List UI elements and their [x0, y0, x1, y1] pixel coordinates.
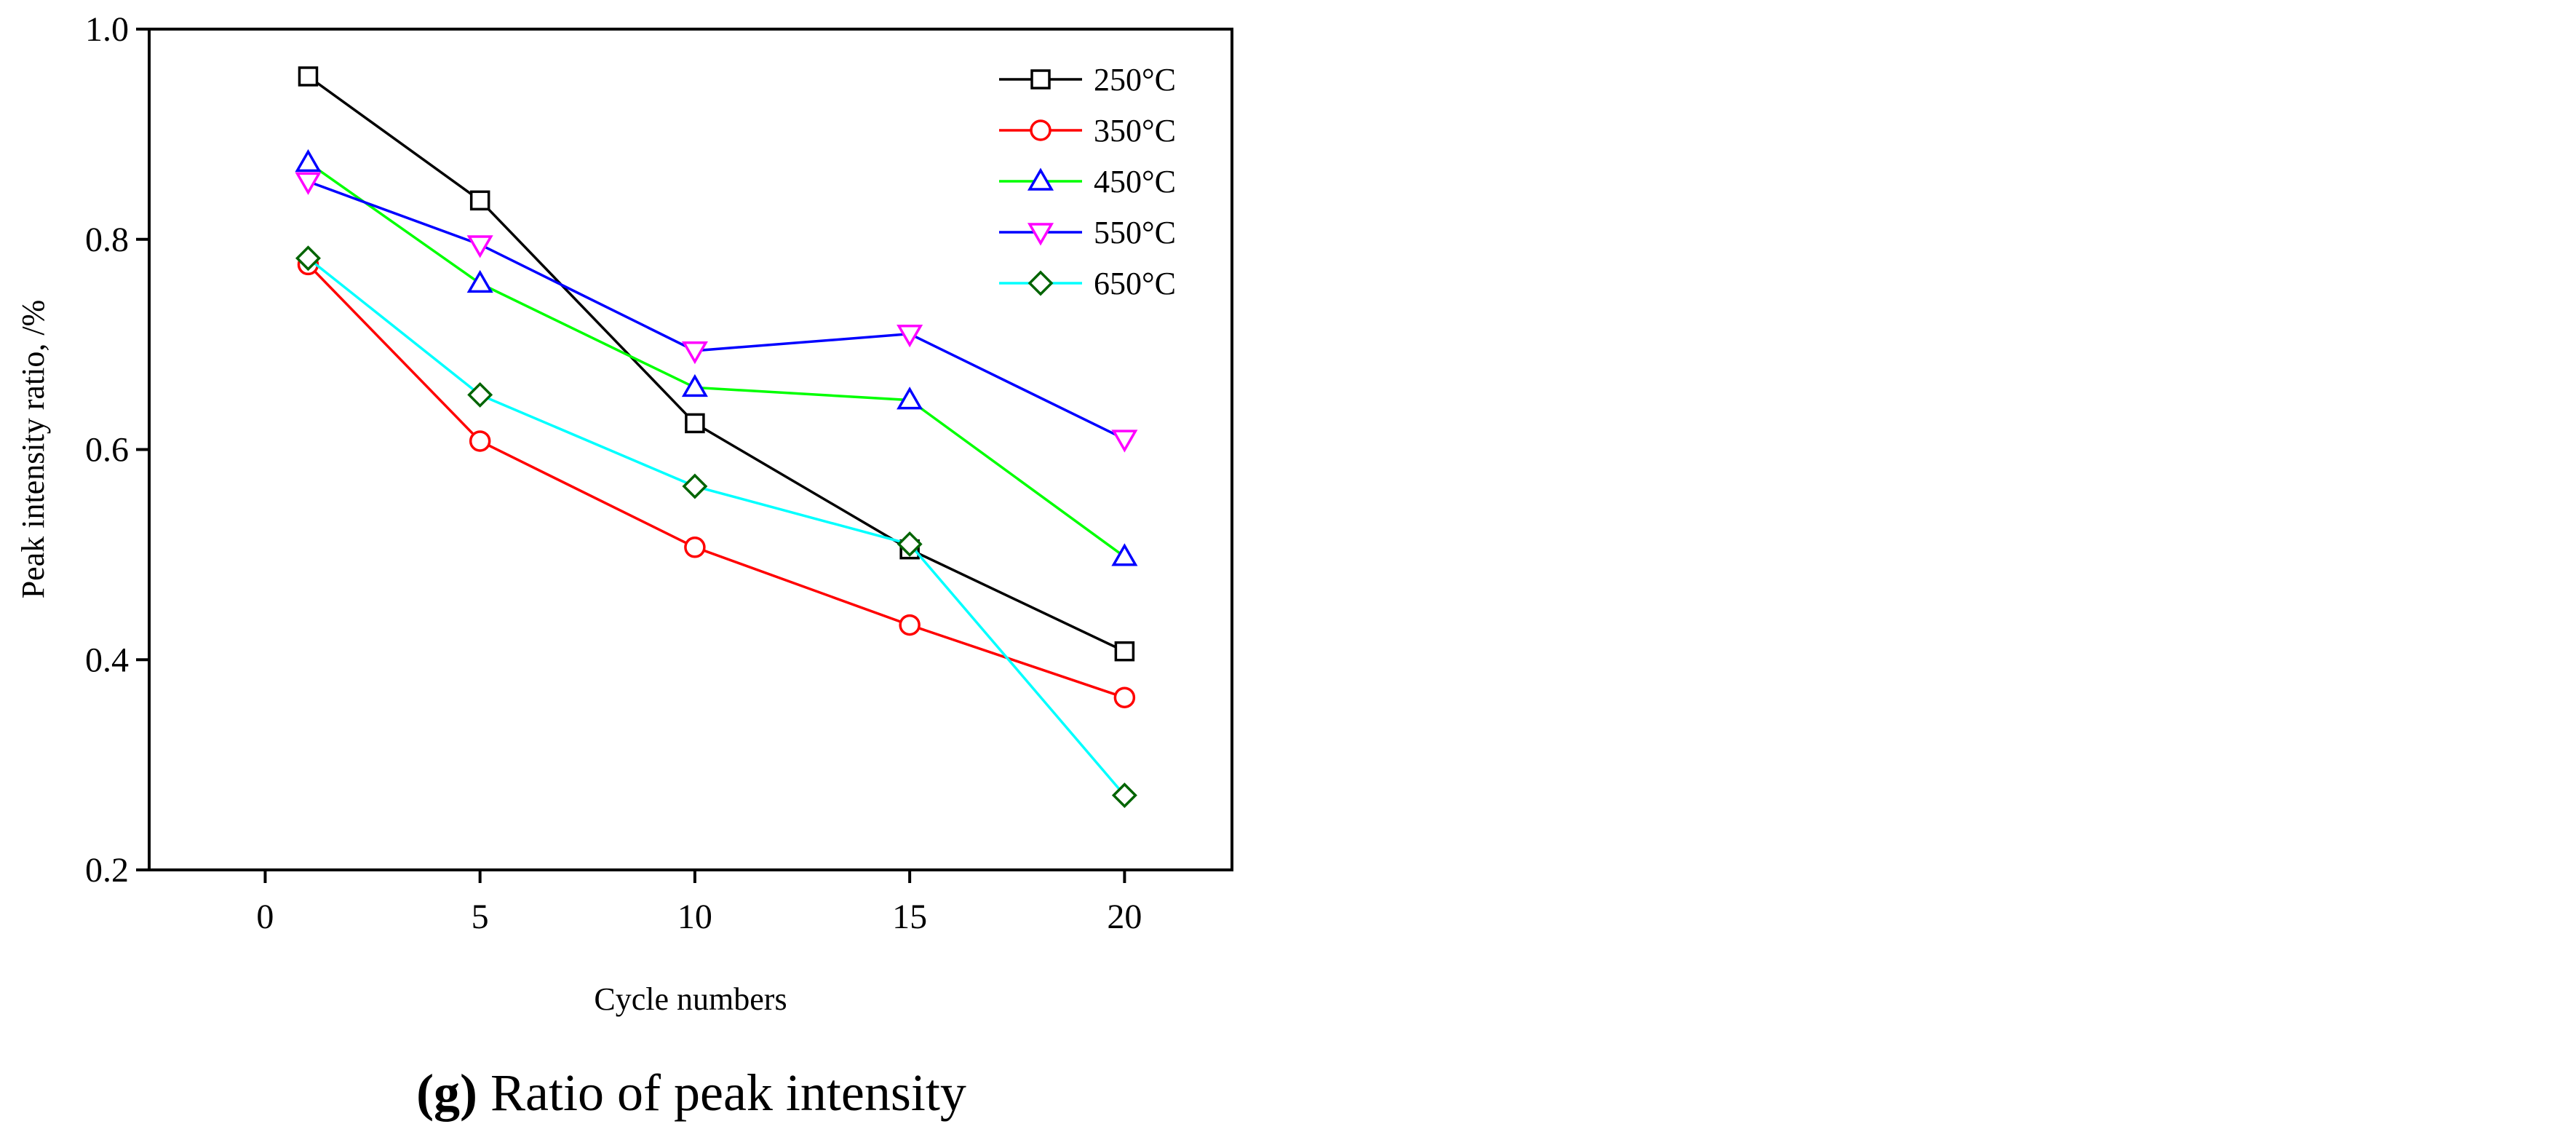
data-point	[295, 245, 321, 272]
axis-ticks: 0 5 10 15 20 0.2 0.4 0.6 0.8 1.0	[85, 10, 1142, 936]
series-550°C	[295, 172, 1138, 453]
legend-marker	[1030, 69, 1051, 90]
x-tick-label: 5	[472, 898, 489, 936]
series-250°C	[298, 66, 1135, 662]
data-point	[897, 531, 923, 557]
data-point	[469, 430, 491, 452]
legend-label: 550°C	[1094, 215, 1176, 250]
data-point	[1111, 429, 1138, 453]
data-point	[897, 324, 923, 348]
legend-label: 450°C	[1094, 164, 1176, 199]
legend-item: 250°C	[999, 62, 1176, 98]
data-point	[682, 473, 708, 499]
series-line	[307, 264, 1125, 699]
legend-marker	[1027, 270, 1054, 296]
legend-item: 450°C	[999, 164, 1176, 199]
series-line	[307, 75, 1126, 653]
y-tick-label: 0.8	[85, 221, 129, 259]
series-line	[307, 257, 1126, 796]
series-450°C	[295, 149, 1138, 566]
legend-item: 350°C	[999, 113, 1176, 149]
data-point	[681, 341, 708, 365]
series-650°C	[295, 245, 1137, 808]
legend-label: 350°C	[1094, 113, 1176, 149]
caption-label: (g)	[416, 1064, 478, 1122]
legend-label: 250°C	[1094, 62, 1176, 98]
data-point	[298, 66, 319, 87]
legend-marker	[1027, 167, 1054, 191]
data-point	[684, 537, 706, 558]
series-line	[307, 161, 1126, 558]
data-point	[1113, 686, 1136, 708]
legend-item: 650°C	[999, 266, 1176, 301]
data-point	[899, 614, 921, 636]
legend-label: 650°C	[1094, 266, 1176, 301]
data-point	[467, 381, 493, 408]
y-axis-title: Peak intensity ratio, /%	[15, 300, 51, 599]
series-layer	[295, 66, 1138, 808]
figure-caption: (g) Ratio of peak intensity	[0, 1063, 1383, 1123]
caption-text: Ratio of peak intensity	[477, 1064, 966, 1122]
data-point	[897, 387, 923, 410]
y-tick-label: 0.4	[85, 641, 129, 679]
series-line	[307, 180, 1126, 440]
data-point	[469, 190, 490, 211]
y-tick-label: 0.2	[85, 851, 129, 890]
x-tick-label: 10	[677, 898, 712, 936]
legend-marker	[1030, 119, 1052, 141]
series-350°C	[297, 253, 1136, 708]
data-point	[1111, 543, 1138, 566]
data-point	[466, 269, 493, 293]
y-tick-label: 0.6	[85, 431, 129, 470]
legend-marker	[1027, 223, 1054, 246]
data-point	[1111, 783, 1137, 808]
legend-item: 550°C	[999, 215, 1176, 250]
x-tick-label: 0	[256, 898, 274, 936]
data-point	[466, 235, 493, 258]
data-point	[685, 413, 705, 434]
x-tick-label: 15	[892, 898, 927, 936]
data-point	[295, 149, 322, 173]
legend: 250°C 350°C 450°C 550°C 650°C	[999, 62, 1176, 301]
x-axis-title: Cycle numbers	[594, 981, 787, 1017]
data-point	[681, 373, 708, 397]
y-tick-label: 1.0	[85, 10, 129, 49]
x-tick-label: 20	[1107, 898, 1142, 936]
data-point	[295, 172, 322, 195]
data-point	[1114, 641, 1135, 662]
